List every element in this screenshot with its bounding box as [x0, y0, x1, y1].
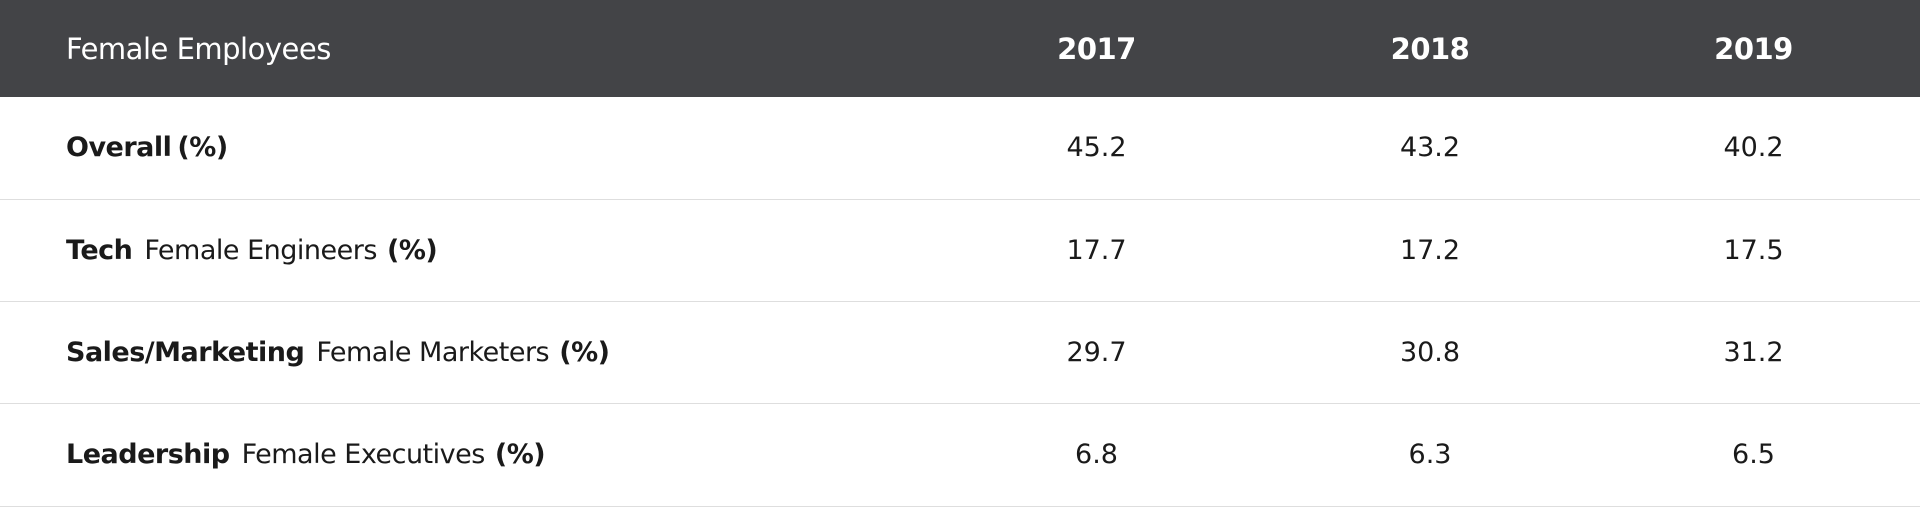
table-row-tech: Tech Female Engineers (%) 17.7 17.2 17.5	[0, 199, 1920, 301]
row-unit: (%)	[177, 132, 228, 164]
column-header-2019: 2019	[1587, 0, 1920, 97]
row-metric: Female Marketers	[316, 336, 550, 368]
table-row-leadership: Leadership Female Executives (%) 6.8 6.3 …	[0, 403, 1920, 506]
row-unit: (%)	[559, 336, 610, 368]
value-cell-2019: 6.5	[1732, 439, 1775, 470]
row-metric: Female Engineers	[144, 234, 377, 266]
value-cell-2018: 30.8	[1399, 336, 1461, 368]
value-cell-2019: 40.2	[1723, 132, 1784, 164]
row-category: Tech	[66, 234, 133, 266]
value-cell-2019: 31.2	[1723, 336, 1784, 368]
table-body: Overall (%) 45.2 43.2 40.2 Tech Female Eng…	[0, 97, 1920, 506]
value-cell-2018: 43.2	[1399, 132, 1461, 164]
row-label: Sales/Marketing Female Marketers (%)	[0, 301, 920, 403]
value-cell-2018: 17.2	[1399, 234, 1461, 266]
year-label: 2019	[1714, 31, 1793, 66]
table-title: Female Employees	[66, 31, 331, 66]
value-cell-2017: 29.7	[1066, 336, 1127, 368]
row-label: Tech Female Engineers (%)	[0, 199, 920, 301]
row-metric: Female Executives	[241, 439, 486, 470]
column-header-2017: 2017	[920, 0, 1273, 97]
value-cell-2017: 17.7	[1066, 234, 1127, 266]
row-label: Leadership Female Executives (%)	[0, 403, 920, 506]
year-label: 2017	[1057, 31, 1136, 66]
header-row: Female Employees 2017 2018 2019	[0, 0, 1920, 97]
row-category: Sales/Marketing	[66, 336, 305, 368]
row-unit: (%)	[387, 234, 438, 266]
row-category: Overall	[66, 132, 172, 164]
column-header-2018: 2018	[1273, 0, 1587, 97]
value-cell-2017: 6.8	[1075, 439, 1118, 470]
row-category: Leadership	[66, 439, 230, 470]
value-cell-2017: 45.2	[1066, 132, 1127, 164]
table-row-overall: Overall (%) 45.2 43.2 40.2	[0, 97, 1920, 199]
table-header: Female Employees 2017 2018 2019	[0, 0, 1920, 97]
year-label: 2018	[1390, 31, 1470, 66]
table-row-sales-marketing: Sales/Marketing Female Marketers (%) 29.7…	[0, 301, 1920, 403]
row-label: Overall (%)	[0, 97, 920, 199]
value-cell-2019: 17.5	[1723, 234, 1784, 266]
row-unit: (%)	[494, 439, 546, 470]
value-cell-2018: 6.3	[1408, 439, 1452, 470]
